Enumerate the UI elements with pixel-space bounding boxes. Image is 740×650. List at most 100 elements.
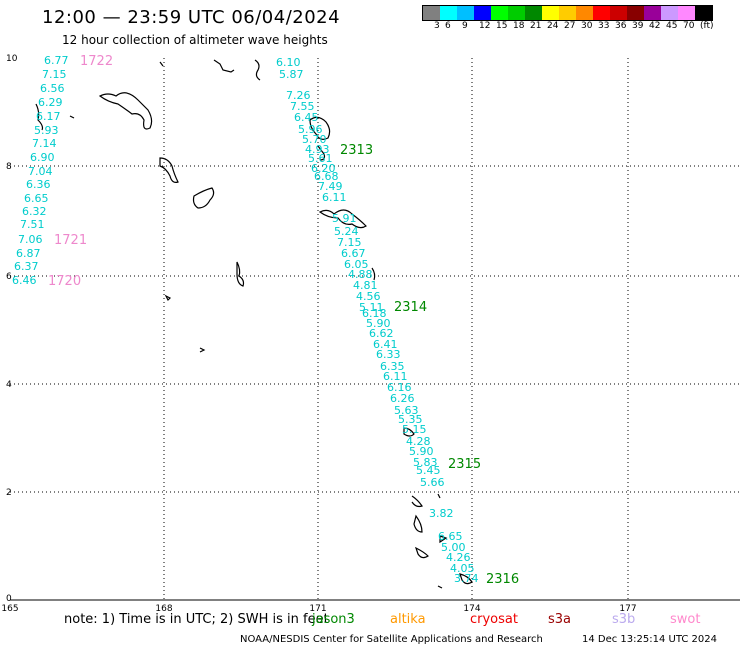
wave-height-label: 6.20 — [311, 162, 336, 175]
legend-label: 39 — [632, 21, 644, 31]
wave-height-label: 6.65 — [438, 530, 463, 543]
pass-id-label: 2313 — [340, 143, 373, 158]
legend-label: 3 — [434, 21, 440, 31]
legend-swatch — [423, 6, 440, 20]
legend-swatch — [559, 6, 576, 20]
wave-height-label: 6.62 — [369, 327, 394, 340]
wave-height-label: 4.93 — [305, 143, 330, 156]
wave-height-label: 6.18 — [362, 307, 387, 320]
island-10 — [317, 145, 326, 161]
legend-label: 42 — [649, 21, 661, 31]
island-12 — [236, 261, 245, 287]
generation-timestamp: 14 Dec 13:25:14 UTC 2024 — [582, 634, 717, 645]
wave-height-label: 6.16 — [387, 381, 412, 394]
legend-label: 45 — [666, 21, 678, 31]
island-1 — [213, 59, 235, 73]
wave-height-label: 5.61 — [308, 152, 333, 165]
satellite-legend-item: cryosat — [470, 612, 518, 627]
wave-height-label: 4.28 — [406, 435, 431, 448]
satellite-legend-item: s3a — [548, 612, 572, 627]
legend-label: 15 — [496, 21, 508, 31]
wave-height-label: 5.24 — [334, 225, 359, 238]
island-9 — [309, 116, 331, 140]
pass-id-label: 2316 — [486, 572, 519, 587]
wave-height-label: 6.87 — [16, 247, 41, 260]
island-3 — [159, 61, 164, 67]
wave-height-label: 4.26 — [446, 551, 471, 564]
legend-label: 21 — [530, 21, 542, 31]
wave-height-label: 6.37 — [14, 260, 39, 273]
island-6 — [69, 115, 75, 119]
satellite-legend-item: swot — [670, 612, 701, 627]
legend-swatch — [661, 6, 678, 20]
legend-swatch — [474, 6, 491, 20]
wave-height-label: 6.77 — [44, 54, 69, 67]
wave-height-label: 5.87 — [279, 68, 304, 81]
wave-height-label: 6.11 — [383, 370, 408, 383]
legend-label: 12 — [479, 21, 491, 31]
wave-height-label: 5.66 — [420, 476, 445, 489]
legend-label: 36 — [615, 21, 627, 31]
wave-height-label: 3.82 — [429, 507, 454, 520]
legend-swatch — [576, 6, 593, 20]
wave-height-label: 7.26 — [286, 89, 311, 102]
wave-height-label: 6.26 — [390, 392, 415, 405]
island-20 — [414, 546, 429, 559]
legend-swatch — [457, 6, 474, 20]
wave-height-label: 7.15 — [337, 236, 362, 249]
legend-label: 24 — [547, 21, 559, 31]
wave-height-label: 7.14 — [32, 137, 57, 150]
wave-height-label: 5.91 — [332, 212, 357, 225]
island-13 — [164, 294, 172, 302]
wave-height-label: 5.15 — [402, 423, 427, 436]
legend-label: 18 — [513, 21, 525, 31]
legend-label: 70 — [683, 21, 695, 31]
wave-height-label: 6.45 — [294, 111, 319, 124]
wave-height-label: 7.06 — [18, 233, 43, 246]
wave-height-label: 5.90 — [366, 317, 391, 330]
wave-height-label: 6.17 — [36, 110, 61, 123]
legend-label: 30 — [581, 21, 593, 31]
island-21 — [439, 535, 448, 544]
wave-height-label: 5.70 — [302, 133, 327, 146]
wave-height-label: 5.83 — [413, 456, 438, 469]
wave-height-label: 6.29 — [38, 96, 63, 109]
wave-height-label: 6.68 — [314, 170, 339, 183]
legend-label: 33 — [598, 21, 610, 31]
wave-height-label: 6.32 — [22, 205, 47, 218]
color-legend — [422, 5, 713, 21]
wave-height-label: 3.74 — [454, 572, 479, 585]
wave-height-label: 5.63 — [394, 404, 419, 417]
wave-height-label: 7.49 — [318, 180, 343, 193]
legend-label: 27 — [564, 21, 576, 31]
satellite-legend-item: altika — [390, 612, 426, 627]
legend-swatch — [508, 6, 525, 20]
latitude-tick-label: 0 — [6, 594, 12, 604]
island-18 — [413, 514, 423, 533]
wave-height-label: 4.81 — [353, 279, 378, 292]
latitude-tick-label: 8 — [6, 162, 12, 172]
wave-height-label: 6.36 — [26, 178, 51, 191]
legend-swatch — [593, 6, 610, 20]
island-19 — [437, 493, 441, 499]
wave-height-label: 6.41 — [373, 338, 398, 351]
wave-height-label: 4.88 — [348, 268, 373, 281]
pass-id-label: 1722 — [80, 54, 113, 69]
island-2 — [254, 59, 261, 81]
latitude-tick-label: 2 — [6, 488, 12, 498]
island-23 — [437, 585, 443, 589]
wave-height-label: 6.56 — [40, 82, 65, 95]
track-main: 6.105.87 7.267.556.455.965.704.935.616.20… — [276, 56, 479, 585]
pass-id-label: 1720 — [48, 274, 81, 289]
latitude-tick-label: 4 — [6, 380, 12, 390]
pass-id-label: 2314 — [394, 300, 427, 315]
island-22 — [459, 573, 473, 585]
footer-note: note: 1) Time is in UTC; 2) SWH is in fe… — [64, 612, 329, 627]
island-4 — [98, 92, 153, 130]
legend-swatch — [542, 6, 559, 20]
wave-height-label: 7.04 — [28, 165, 53, 178]
longitude-tick-label: 177 — [619, 604, 636, 614]
pass-id-label: 2315 — [448, 457, 481, 472]
legend-label: (ft) — [700, 21, 714, 31]
